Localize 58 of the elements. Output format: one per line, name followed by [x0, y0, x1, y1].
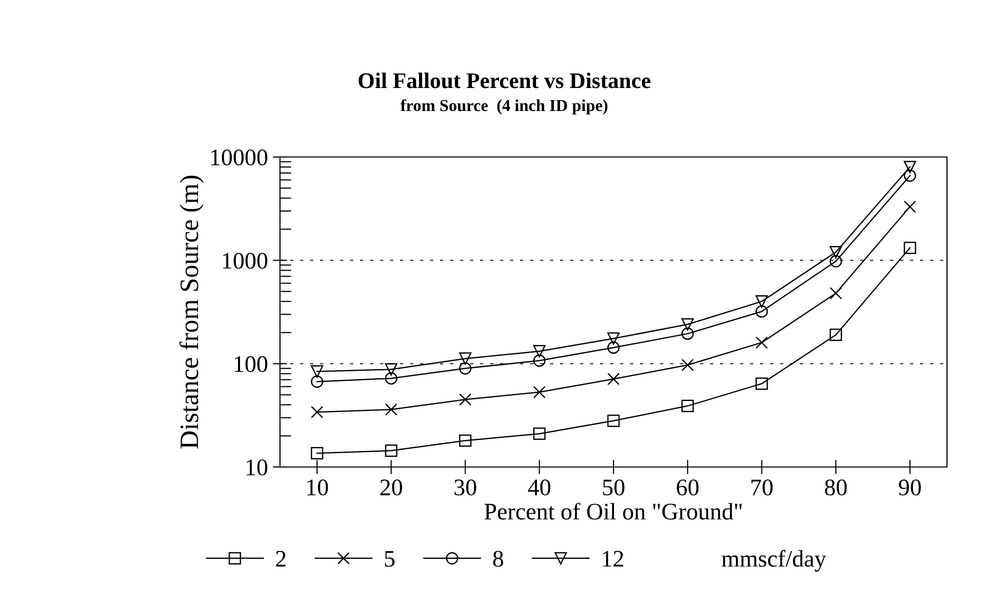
- point: [384, 363, 398, 376]
- x-tick-label: 60: [676, 479, 699, 496]
- point: [830, 328, 842, 342]
- x-tick-label: 70: [751, 479, 773, 496]
- legend-label: 8: [493, 550, 504, 567]
- point: [459, 393, 472, 406]
- chart-title: Oil Fallout Percent vs Distance: [358, 72, 650, 88]
- point: [310, 365, 324, 378]
- point: [681, 318, 694, 331]
- point: [533, 386, 546, 398]
- legend-label: 12: [602, 550, 624, 567]
- point: [384, 372, 398, 385]
- point: [310, 406, 324, 418]
- x-tick-label: 50: [603, 479, 624, 496]
- x-axis-title: Percent of Oil on "Ground": [484, 502, 742, 520]
- point: [681, 358, 694, 372]
- point: [533, 354, 546, 367]
- point: [384, 403, 398, 416]
- point: [533, 428, 546, 440]
- y-tick-label: 10: [246, 459, 268, 476]
- x-tick-label: 80: [824, 479, 847, 496]
- point: [830, 246, 842, 258]
- point: [681, 328, 694, 340]
- point: [830, 287, 842, 300]
- point: [756, 378, 768, 390]
- point: [310, 375, 324, 388]
- point: [384, 444, 398, 457]
- legend-label: 5: [384, 551, 395, 567]
- y-axis-title: Distance from Source (m): [179, 176, 204, 449]
- x-tick-label: 40: [528, 479, 550, 496]
- x-tick-label: 20: [380, 479, 402, 496]
- legend-title: mmscf/day: [722, 550, 826, 572]
- point: [607, 414, 620, 427]
- point: [756, 336, 768, 349]
- y-tick-label: 100: [234, 356, 268, 372]
- legend-label: 2: [276, 550, 286, 567]
- point: [904, 169, 916, 182]
- x-tick-label: 10: [307, 479, 328, 496]
- point: [904, 242, 916, 254]
- point: [681, 400, 694, 412]
- x-tick-label: 30: [454, 479, 476, 496]
- point: [459, 352, 472, 365]
- point: [459, 434, 472, 447]
- point: [607, 332, 620, 345]
- point: [830, 255, 842, 268]
- point: [904, 160, 916, 174]
- x-tick-label: 90: [898, 479, 921, 496]
- chart-subtitle: from Source (4 inch ID pipe): [400, 99, 608, 115]
- point: [310, 447, 324, 460]
- point: [756, 305, 768, 318]
- point: [607, 372, 620, 386]
- point: [756, 295, 768, 308]
- y-tick-label: 10000: [211, 149, 268, 166]
- point: [904, 200, 916, 213]
- point: [607, 341, 620, 354]
- point: [533, 345, 546, 358]
- y-tick-label: 1000: [223, 252, 268, 269]
- point: [459, 362, 472, 375]
